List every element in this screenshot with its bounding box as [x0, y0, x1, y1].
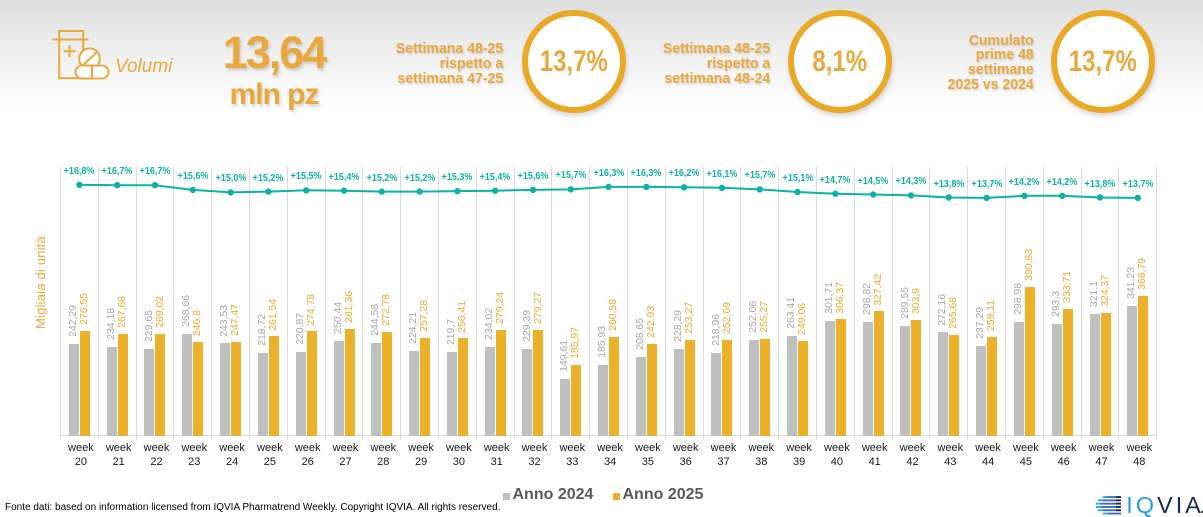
svg-text:IQVIA: IQVIA: [1126, 492, 1203, 517]
